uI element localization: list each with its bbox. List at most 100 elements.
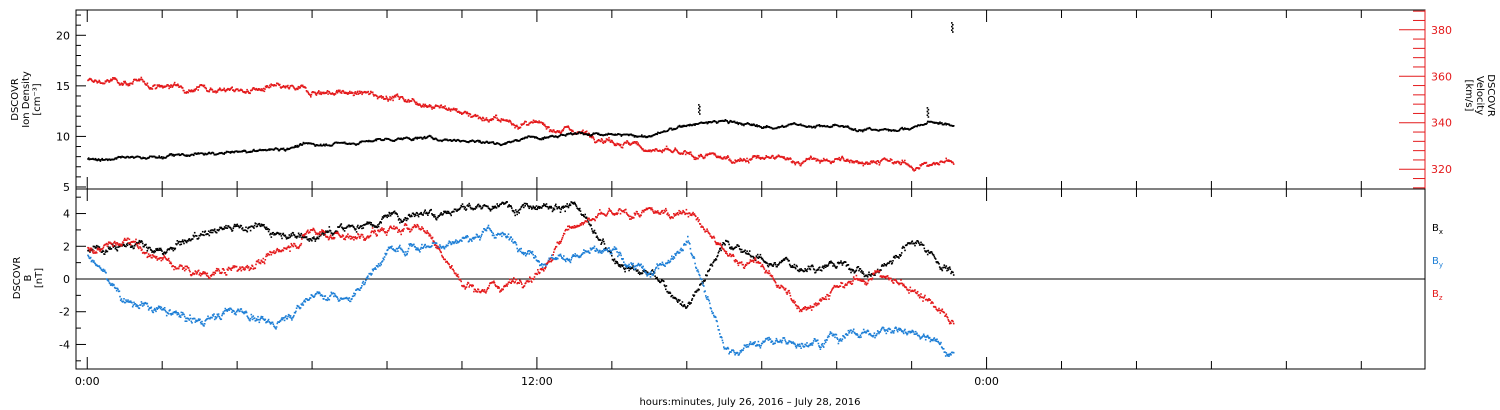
data-point — [331, 93, 333, 95]
data-point — [193, 90, 195, 93]
data-point — [156, 247, 159, 250]
data-point — [809, 268, 812, 271]
data-point — [411, 139, 414, 141]
data-point — [407, 98, 410, 101]
data-point — [188, 319, 191, 321]
data-point — [433, 215, 435, 218]
data-point — [538, 261, 540, 263]
data-point — [686, 306, 688, 308]
data-point — [325, 92, 328, 94]
data-point — [169, 309, 171, 311]
data-point — [479, 204, 481, 207]
data-point — [887, 128, 889, 131]
data-point — [440, 212, 442, 214]
data-point — [428, 105, 430, 108]
data-point — [269, 149, 271, 151]
data-point — [821, 266, 824, 269]
data-point — [89, 256, 92, 259]
data-point — [475, 236, 477, 238]
data-point — [940, 268, 943, 271]
data-point — [227, 225, 230, 227]
data-point — [782, 156, 784, 158]
data-point — [141, 302, 143, 305]
data-point — [365, 277, 368, 279]
data-point — [922, 163, 925, 165]
data-point — [507, 206, 509, 208]
data-point — [275, 233, 277, 235]
data-point — [194, 321, 197, 323]
data-point — [205, 87, 207, 90]
data-point — [676, 126, 679, 129]
data-point — [109, 246, 111, 249]
data-point — [465, 208, 468, 210]
data-point — [846, 126, 848, 128]
data-point — [597, 132, 600, 135]
data-point — [510, 122, 513, 125]
data-point — [772, 155, 774, 157]
data-point — [162, 253, 165, 256]
data-point — [269, 323, 272, 325]
top-panel-points — [87, 22, 955, 172]
data-point — [756, 124, 758, 126]
data-point — [808, 157, 810, 160]
data-point — [201, 234, 203, 236]
data-point — [541, 122, 543, 124]
data-point — [571, 201, 573, 204]
data-point — [123, 243, 125, 246]
data-point — [790, 158, 792, 160]
data-point — [309, 238, 312, 240]
data-point — [556, 136, 559, 139]
data-point — [327, 231, 330, 233]
data-point — [531, 207, 534, 209]
data-point — [620, 143, 622, 146]
data-point — [763, 158, 766, 160]
data-point — [756, 156, 758, 158]
data-point — [395, 212, 397, 214]
data-point — [517, 211, 519, 213]
data-point — [172, 249, 175, 252]
data-point — [167, 313, 170, 315]
data-point — [430, 135, 432, 137]
data-point — [241, 89, 243, 91]
data-point — [355, 289, 358, 291]
data-point — [353, 92, 356, 94]
data-point — [383, 215, 386, 218]
data-point — [692, 294, 694, 296]
data-point — [511, 240, 513, 242]
data-point — [245, 310, 247, 313]
data-point — [342, 228, 345, 231]
data-point — [601, 139, 603, 141]
data-point — [808, 125, 810, 127]
data-point — [864, 163, 866, 165]
data-point — [208, 234, 211, 237]
data-point — [240, 225, 243, 227]
data-point — [264, 227, 267, 229]
data-point — [912, 168, 915, 170]
data-point — [598, 250, 600, 253]
data-point — [826, 158, 828, 161]
data-point — [419, 104, 422, 106]
data-point — [840, 158, 842, 160]
data-point — [478, 141, 480, 143]
data-point — [506, 201, 508, 203]
data-point — [679, 299, 681, 301]
data-point — [468, 202, 470, 205]
data-point — [357, 90, 359, 93]
data-point — [564, 210, 566, 213]
data-point — [531, 250, 534, 253]
data-point — [702, 157, 705, 160]
data-point — [566, 257, 568, 260]
data-point — [571, 129, 574, 132]
data-point — [814, 157, 817, 160]
data-point — [533, 257, 536, 259]
data-point — [473, 238, 475, 240]
data-point — [900, 163, 902, 166]
data-point — [912, 127, 914, 129]
data-point — [785, 256, 788, 259]
data-point — [133, 247, 135, 249]
data-point — [766, 125, 768, 127]
data-point — [315, 94, 318, 96]
data-point — [383, 256, 386, 258]
data-point — [361, 93, 363, 96]
data-point — [489, 208, 491, 211]
